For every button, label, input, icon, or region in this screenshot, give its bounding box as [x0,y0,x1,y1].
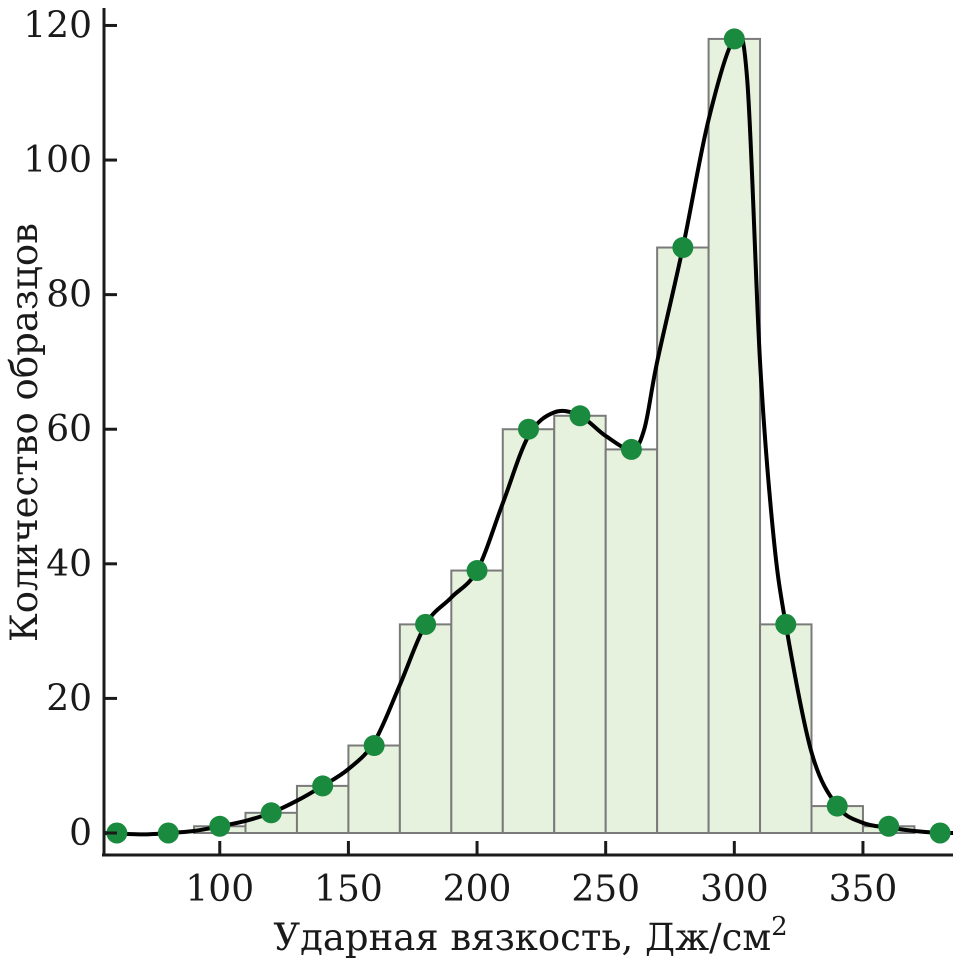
bars-layer [193,37,916,835]
y-tick-label: 80 [46,275,92,316]
data-point-marker [466,560,488,582]
histogram-bar [501,428,556,834]
data-point-marker [363,735,385,757]
histogram-bar [347,744,401,835]
x-tick-label: 100 [185,869,254,910]
histogram-bar [398,623,453,835]
data-point-marker [620,438,642,460]
axes-layer [102,8,953,857]
data-point-marker [260,802,282,824]
density-curve [103,32,954,837]
histogram-bar [450,569,504,834]
data-point-marker [415,613,437,635]
y-tick-label: 20 [46,678,92,719]
data-point-marker [518,418,539,440]
x-tick-label: 200 [443,869,512,910]
markers-layer [106,28,951,844]
data-point-marker [878,815,900,837]
data-point-marker [826,795,848,817]
y-tick-label: 100 [23,140,92,181]
y-tick-label: 120 [23,5,92,46]
x-axis-title-superscript: 2 [771,912,788,942]
data-point-marker [672,237,694,259]
y-axis-title: Количество образцов [3,223,46,642]
data-point-marker [569,405,591,427]
histogram-bar [604,448,659,834]
x-tick-label: 250 [571,869,640,910]
histogram-bar [553,414,607,834]
x-tick-label: 150 [314,869,383,910]
data-point-marker [723,28,745,50]
y-tick-label: 60 [46,409,92,450]
labels-layer: 0 20 40 60 80 100 120 100 150 200 250 300 350 Ударная… [3,5,897,959]
x-axis-title: Ударная вязкость, Дж/см2 [273,912,787,959]
data-point-marker [312,775,334,797]
y-tick-label: 40 [46,544,92,585]
data-point-marker [209,815,231,837]
curve-layer [103,32,954,837]
data-point-marker [775,613,797,635]
x-tick-label: 300 [700,869,769,910]
data-point-marker [157,822,179,844]
data-point-marker [929,822,951,844]
y-tick-label: 0 [69,813,92,854]
x-tick-label: 350 [829,869,898,910]
